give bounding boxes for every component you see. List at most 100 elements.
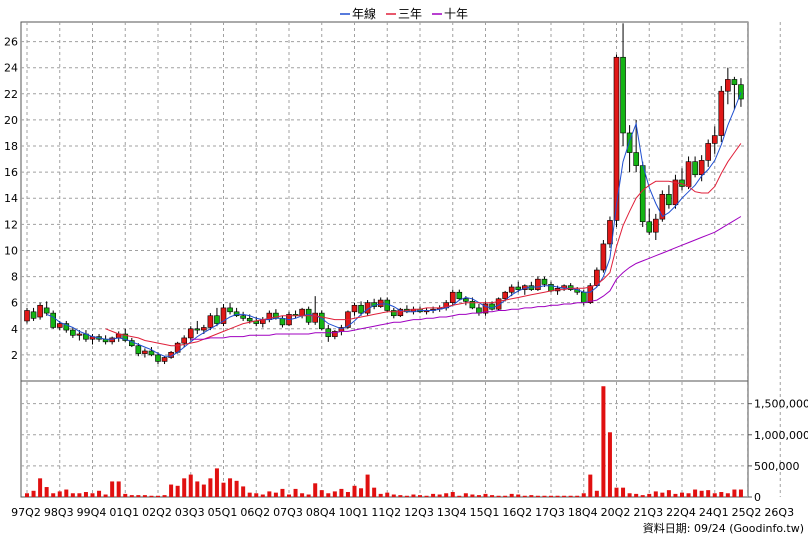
volume-bar — [509, 493, 514, 497]
volume-bar — [503, 495, 508, 497]
candle — [738, 78, 744, 107]
candle-body — [207, 315, 214, 328]
candle-body — [181, 337, 187, 344]
volume-bar — [660, 492, 665, 497]
x-tick-label: 05Q1 — [208, 506, 238, 519]
x-tick-label: 15Q1 — [470, 506, 500, 519]
volume-bar — [352, 485, 357, 497]
legend-label: 三年 — [398, 7, 422, 21]
volume-bar — [562, 495, 567, 497]
candle — [495, 297, 502, 311]
candle — [390, 307, 397, 319]
volume-bar — [725, 493, 730, 497]
x-tick-label: 17Q3 — [535, 506, 565, 519]
candle — [194, 320, 201, 335]
candle-body — [233, 311, 240, 317]
volume-bar — [129, 495, 134, 497]
volume-bar — [549, 495, 553, 497]
candle — [535, 276, 541, 291]
candle-body — [711, 135, 718, 144]
candle-body — [731, 79, 738, 85]
candle — [646, 208, 653, 235]
volume-bar — [372, 487, 377, 497]
volume-bar — [378, 493, 383, 497]
volume-bar — [738, 489, 743, 497]
volume-bar — [457, 495, 462, 497]
volume-bar — [516, 494, 521, 497]
ma-line-1 — [46, 92, 742, 357]
volume-bar — [490, 495, 495, 497]
candle — [187, 326, 194, 341]
volume-bar — [234, 480, 239, 497]
candle — [620, 23, 626, 147]
ma-line-3 — [190, 216, 742, 340]
volume-bar — [70, 493, 75, 497]
volume-bar — [470, 494, 475, 497]
x-tick-label: 20Q2 — [601, 506, 631, 519]
volume-bar — [83, 492, 88, 497]
volume-bar — [693, 489, 698, 497]
candle-body — [56, 323, 63, 328]
x-tick-label: 16Q2 — [502, 506, 532, 519]
volume-axis: 0 500,000 1,000,000 1,500,000 — [748, 398, 808, 504]
candle-body — [50, 312, 57, 328]
volume-bar — [142, 495, 147, 497]
candle-body — [161, 357, 168, 362]
moving-average-lines — [46, 92, 742, 357]
price-tick-label: 8 — [11, 271, 18, 284]
x-tick-label: 26Q3 — [764, 506, 794, 519]
candle-body — [397, 308, 404, 317]
candle-body — [220, 307, 227, 324]
volume-bar — [110, 481, 115, 497]
volume-bar — [123, 493, 128, 497]
volume-bar — [732, 489, 737, 497]
candle-body — [502, 291, 508, 300]
volume-bar — [594, 490, 599, 497]
volume-bar — [116, 481, 121, 497]
candle — [705, 139, 712, 167]
candle-body — [489, 303, 495, 310]
volume-bar — [162, 495, 167, 497]
x-tick-label: 10Q1 — [339, 506, 369, 519]
candle-body — [43, 307, 50, 314]
candle — [711, 126, 718, 154]
x-tick-label: 01Q1 — [109, 506, 139, 519]
price-tick-label: 2 — [11, 349, 18, 362]
candle-body — [672, 179, 679, 206]
volume-bar — [300, 493, 305, 497]
candle-body — [463, 298, 469, 302]
candle-body — [384, 299, 391, 311]
candle — [351, 302, 358, 316]
candle-body — [332, 331, 338, 337]
volume-bar — [686, 493, 691, 497]
candle — [698, 155, 705, 182]
x-tick-label: 08Q4 — [306, 506, 336, 519]
volume-bar — [680, 492, 684, 497]
candle-body — [600, 243, 607, 271]
candle — [731, 76, 738, 110]
candle — [24, 307, 30, 324]
candle — [666, 185, 672, 209]
candle-body — [515, 286, 522, 290]
candle-body — [76, 333, 83, 336]
grid — [21, 22, 781, 497]
volume-bar — [103, 494, 108, 497]
candle-body — [587, 285, 594, 303]
volume-bar — [182, 478, 187, 497]
candle-body — [24, 310, 30, 322]
candle — [161, 356, 168, 365]
volume-bar — [555, 495, 560, 497]
volume-bar — [719, 492, 724, 497]
volume-bar — [280, 488, 285, 497]
candle — [482, 301, 489, 316]
x-tick-label: 25Q2 — [732, 506, 762, 519]
price-tick-label: 18 — [4, 140, 18, 153]
volume-bar — [228, 478, 233, 497]
volume-bar — [169, 484, 174, 497]
candle-body — [318, 312, 325, 330]
candle-body — [639, 165, 646, 223]
volume-tick-label: 500,000 — [754, 460, 800, 473]
volume-bar — [607, 432, 612, 497]
volume-bar — [241, 486, 246, 497]
candle — [613, 54, 620, 227]
